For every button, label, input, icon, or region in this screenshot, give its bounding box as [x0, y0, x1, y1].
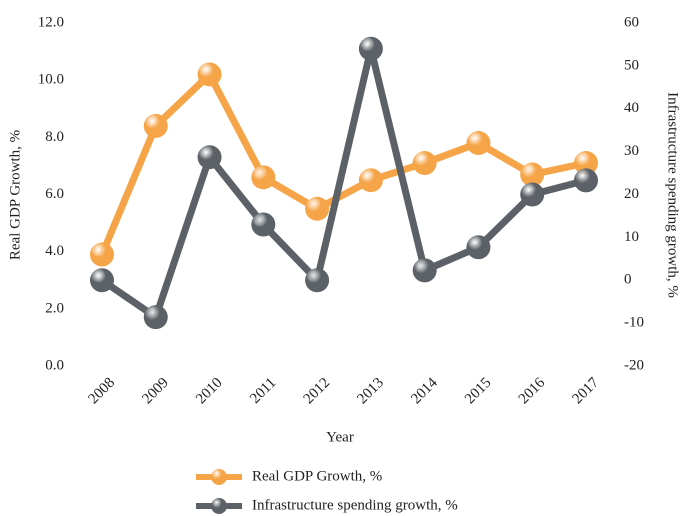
x-tick-label: 2010 [193, 375, 226, 408]
x-tick-label: 2014 [408, 374, 441, 407]
point [251, 165, 276, 190]
y2-tick-label: -20 [624, 357, 644, 373]
y-axis-label: Real GDP Growth, % [7, 130, 23, 260]
point [197, 62, 222, 87]
x-axis-label: Year [326, 429, 354, 445]
x-tick-label: 2012 [301, 375, 334, 408]
legend-label: Infrastructure spending growth, % [252, 497, 458, 513]
point [305, 268, 330, 293]
y2-tick-label: 40 [624, 100, 639, 116]
x-tick-label: 2016 [516, 374, 549, 407]
point [90, 268, 114, 293]
point [143, 113, 168, 138]
x-tick-label: 2009 [139, 375, 172, 408]
y2-tick-label: 10 [624, 229, 639, 245]
series-line [100, 45, 587, 321]
point [90, 242, 114, 267]
y2-tick-label: 0 [624, 272, 632, 288]
x-tick-label: 2013 [354, 375, 387, 408]
x-tick-label: 2017 [570, 374, 603, 407]
point [251, 212, 276, 237]
point [466, 235, 491, 260]
y-tick-label: 10.0 [38, 72, 64, 88]
y-tick-label: 0.0 [45, 357, 64, 373]
point [574, 168, 598, 193]
y2-tick-label: 20 [624, 186, 639, 202]
x-tick-label: 2011 [247, 375, 279, 407]
y-tick-label: 12.0 [38, 14, 64, 30]
point [412, 258, 437, 283]
x-tick-label: 2015 [462, 375, 495, 408]
y2-tick-label: 30 [624, 143, 639, 159]
y-tick-label: 8.0 [45, 129, 64, 145]
y2-tick-label: 50 [624, 57, 639, 73]
y-tick-label: 2.0 [45, 300, 64, 316]
y-tick-label: 4.0 [45, 243, 64, 259]
legend-label: Real GDP Growth, % [252, 468, 382, 484]
point [412, 151, 437, 176]
point [358, 36, 383, 61]
point [358, 168, 383, 193]
point [143, 305, 168, 330]
series-line [98, 70, 587, 256]
point [520, 182, 545, 207]
y2-tick-label: 60 [624, 14, 639, 30]
legend-marker [211, 498, 227, 514]
y-tick-label: 6.0 [45, 186, 64, 202]
point [197, 145, 222, 170]
point [574, 151, 598, 176]
y2-tick-label: -10 [624, 315, 644, 331]
legend-marker [211, 469, 227, 485]
y2-axis-label: Infrastructure spending growth, % [665, 92, 681, 298]
point [520, 162, 545, 187]
point [466, 131, 491, 156]
x-tick-label: 2008 [86, 375, 119, 408]
point [305, 196, 330, 221]
